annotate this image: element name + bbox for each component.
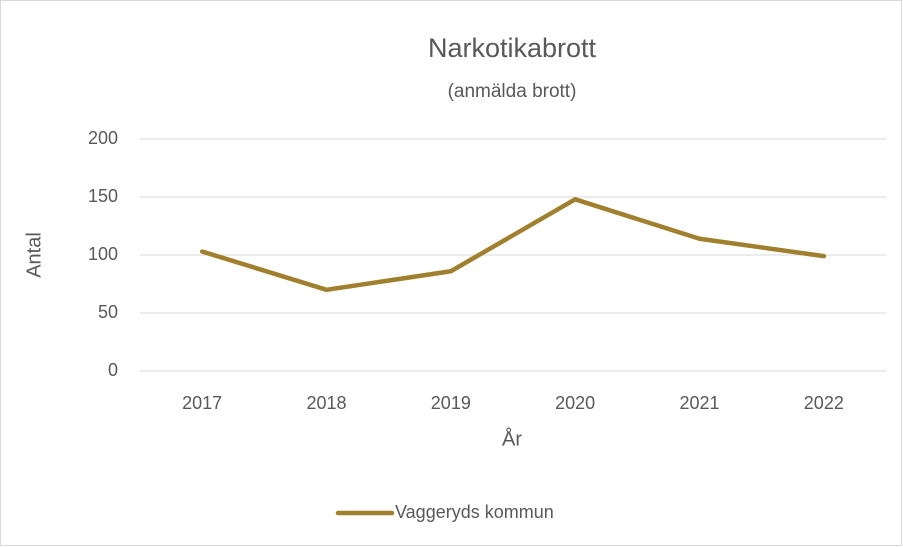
x-tick-label: 2021: [679, 393, 719, 413]
y-tick-label: 100: [88, 244, 118, 264]
y-tick-label: 0: [108, 360, 118, 380]
x-tick-label: 2019: [431, 393, 471, 413]
y-tick-label: 150: [88, 186, 118, 206]
x-axis-label: År: [502, 427, 522, 450]
chart-subtitle: (anmälda brott): [448, 81, 577, 102]
chart-title: Narkotikabrott: [428, 33, 597, 63]
x-tick-label: 2022: [804, 393, 844, 413]
y-axis-label: Antal: [23, 232, 45, 278]
y-tick-label: 50: [98, 302, 118, 322]
x-tick-label: 2017: [182, 393, 222, 413]
x-tick-label: 2018: [306, 393, 346, 413]
data-line: [199, 197, 827, 293]
y-tick-label: 200: [88, 128, 118, 148]
x-tick-label: 2020: [555, 393, 595, 413]
legend-label: Vaggeryds kommun: [395, 502, 554, 522]
